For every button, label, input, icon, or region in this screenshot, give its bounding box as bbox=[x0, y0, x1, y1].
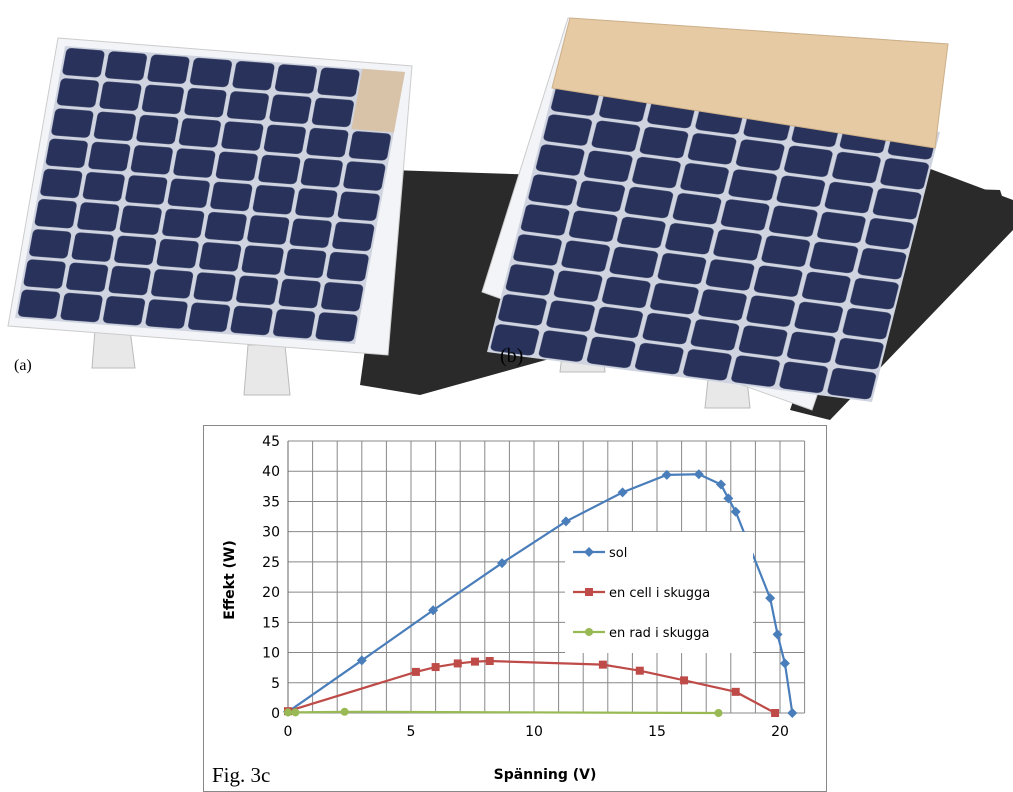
x-tick-label: 0 bbox=[284, 724, 293, 740]
photo-label: (b) bbox=[500, 345, 523, 367]
marker bbox=[771, 709, 779, 717]
y-tick-label: 10 bbox=[262, 646, 280, 662]
legend-label: en rad i skugga bbox=[609, 626, 709, 641]
marker bbox=[585, 588, 593, 596]
marker bbox=[471, 658, 479, 666]
marker bbox=[284, 708, 292, 716]
series-line bbox=[288, 712, 719, 713]
legend-label: en cell i skugga bbox=[609, 586, 710, 601]
x-tick-label: 10 bbox=[525, 724, 543, 740]
x-axis-label: Spänning (V) bbox=[494, 767, 597, 783]
photo-b bbox=[482, 18, 1013, 420]
marker bbox=[486, 657, 494, 665]
y-tick-label: 30 bbox=[262, 525, 280, 541]
marker bbox=[432, 663, 440, 671]
marker bbox=[454, 659, 462, 667]
caption: Fig. 3c bbox=[212, 763, 270, 787]
y-tick-label: 0 bbox=[271, 706, 280, 722]
x-tick-label: 20 bbox=[771, 724, 789, 740]
y-tick-label: 20 bbox=[262, 585, 280, 601]
marker bbox=[585, 628, 593, 636]
marker bbox=[715, 709, 723, 717]
y-tick-label: 25 bbox=[262, 555, 280, 571]
marker bbox=[412, 668, 420, 676]
marker bbox=[291, 708, 299, 716]
y-tick-label: 15 bbox=[262, 615, 280, 631]
y-axis-label: Effekt (W) bbox=[222, 540, 238, 620]
marker bbox=[341, 708, 349, 716]
marker bbox=[599, 661, 607, 669]
marker bbox=[680, 676, 688, 684]
photo-label: (a) bbox=[14, 357, 32, 374]
y-tick-label: 45 bbox=[262, 434, 280, 450]
x-tick-label: 5 bbox=[407, 724, 416, 740]
y-tick-label: 40 bbox=[262, 464, 280, 480]
legend: sol en cell i skugga en rad i skugga bbox=[565, 532, 753, 653]
marker bbox=[732, 688, 740, 696]
x-tick-label: 15 bbox=[648, 724, 666, 740]
page: (a) (b) Fig. 3c Spänning (V) Effekt (W) … bbox=[0, 0, 1013, 792]
marker bbox=[636, 667, 644, 675]
figure: (a) (b) Fig. 3c Spänning (V) Effekt (W) … bbox=[0, 0, 1013, 792]
y-tick-label: 5 bbox=[271, 676, 280, 692]
legend-label: sol bbox=[609, 546, 627, 561]
y-tick-label: 35 bbox=[262, 494, 280, 510]
